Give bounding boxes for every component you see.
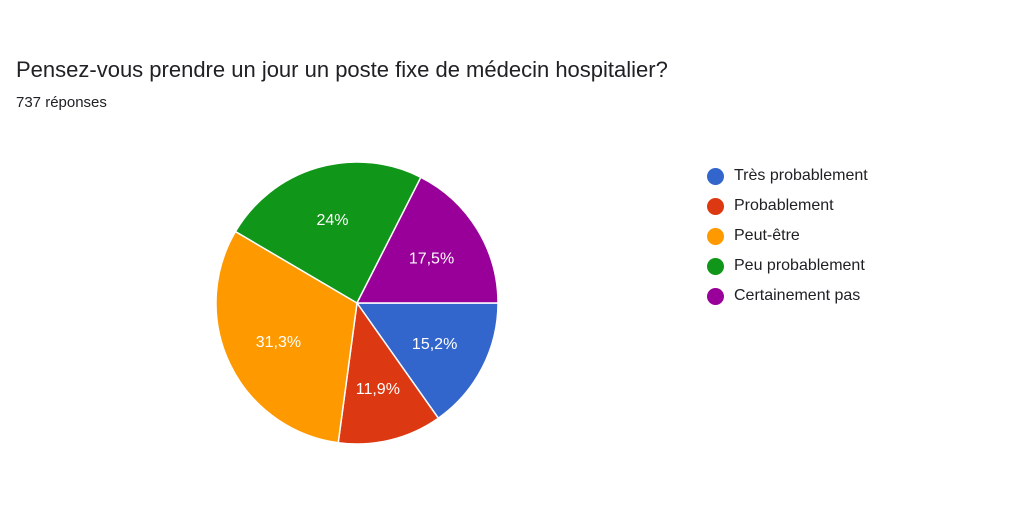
legend-swatch (707, 287, 724, 305)
legend-item-peu-probablement[interactable]: Peu probablement (707, 251, 868, 281)
legend-item-peut-etre[interactable]: Peut-être (707, 221, 868, 251)
legend-swatch (707, 197, 724, 215)
legend-label: Très probablement (734, 167, 868, 184)
pie-slice-label: 31,3% (256, 334, 301, 351)
legend-item-certainement-pas[interactable]: Certainement pas (707, 281, 868, 311)
pie-slice-label: 17,5% (409, 250, 454, 267)
pie-slice-label: 11,9% (356, 381, 400, 398)
pie-slice[interactable] (337, 301, 440, 445)
pie-slice[interactable] (355, 176, 499, 304)
chart-title: Pensez-vous prendre un jour un poste fix… (16, 57, 668, 82)
legend-label: Probablement (734, 197, 834, 214)
pie-slice[interactable] (215, 230, 358, 444)
response-count: 737 réponses (16, 94, 107, 111)
legend-swatch (707, 227, 724, 245)
legend-item-probablement[interactable]: Probablement (707, 191, 868, 221)
pie-slice[interactable] (355, 302, 499, 420)
pie-slice-label: 15,2% (412, 336, 457, 353)
legend-item-tres-probablement[interactable]: Très probablement (707, 161, 868, 191)
pie-slice-label: 24% (316, 212, 348, 229)
legend-label: Peu probablement (734, 257, 865, 274)
legend-label: Peut-être (734, 227, 800, 244)
legend-swatch (707, 257, 724, 275)
chart-legend: Très probablement Probablement Peut-être… (707, 161, 868, 311)
legend-swatch (707, 167, 724, 185)
legend-label: Certainement pas (734, 287, 861, 304)
